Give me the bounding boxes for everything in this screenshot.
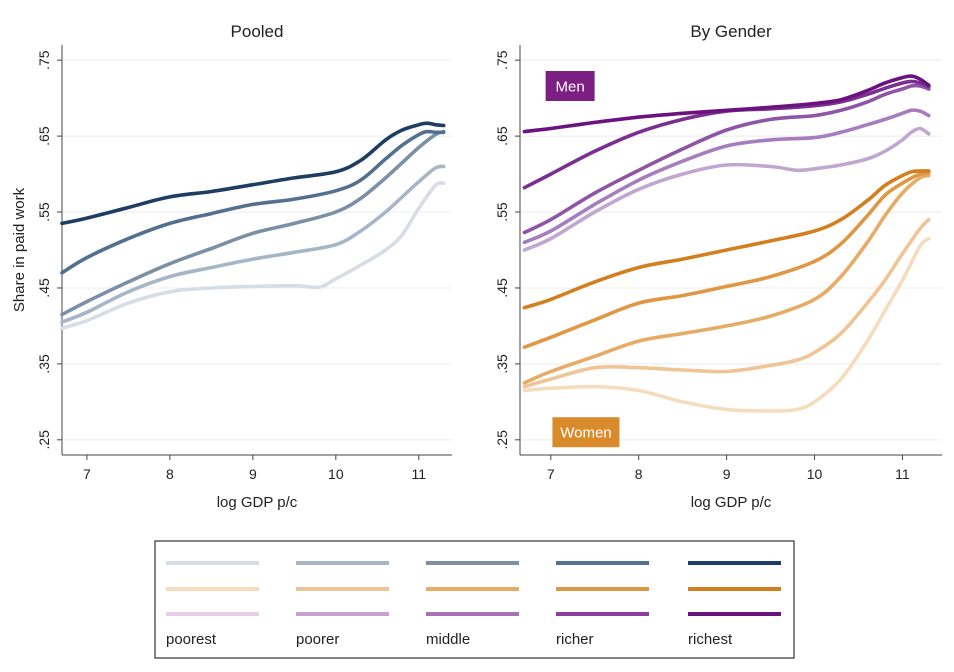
series-line-women-middle	[522, 173, 931, 385]
y-tick-label: .45	[36, 278, 52, 298]
legend-labels: poorest poorer middle richer richest	[166, 631, 733, 648]
series-line-men-richest	[522, 74, 931, 134]
y-tick-label: .55	[494, 202, 510, 222]
y-axis-label-pooled: Share in paid work	[11, 187, 28, 312]
series-group-pooled	[60, 121, 446, 330]
series-line-women-richest	[522, 169, 931, 310]
series-line-men-poorer	[522, 108, 931, 245]
legend-label-poorer: poorer	[296, 631, 339, 648]
y-tick-label: .35	[494, 354, 510, 374]
y-tick-label: .65	[494, 126, 510, 146]
series-line-men-poorest	[522, 126, 931, 252]
series-group-by-gender	[522, 74, 931, 413]
annotation-label-men: Men	[556, 79, 585, 96]
legend: poorest poorer middle richer richest	[154, 540, 795, 659]
y-tick-label: .65	[36, 126, 52, 146]
x-tick-label: 9	[723, 466, 731, 482]
y-tick-label: .75	[36, 50, 52, 70]
x-tick-label: 8	[166, 466, 174, 482]
series-line-poorer	[60, 164, 446, 324]
legend-label-middle: middle	[426, 631, 470, 648]
series-line-poorest	[60, 181, 446, 330]
plot-area-pooled	[62, 45, 452, 455]
series-line-richest	[60, 121, 446, 226]
series-line-men-richer	[522, 79, 931, 190]
y-ticks-pooled: .25 .35 .45 .55 .65 .75	[36, 50, 62, 450]
y-tick-label: .55	[36, 202, 52, 222]
annotations-by-gender: Men Women	[545, 71, 620, 448]
x-tick-label: 9	[249, 466, 257, 482]
x-tick-label: 7	[547, 466, 555, 482]
series-line-women-richer	[522, 170, 931, 349]
x-axis-label-by-gender: log GDP p/c	[691, 494, 772, 511]
y-tick-label: .35	[36, 354, 52, 374]
x-tick-label: 10	[328, 466, 344, 482]
legend-swatches	[166, 561, 781, 616]
panel-pooled: .25 .35 .45 .55 .65 .75 7 8 9 10 11 Pooled log GD…	[11, 22, 452, 511]
x-ticks-pooled: 7 8 9 10 11	[83, 455, 426, 482]
y-tick-label: .25	[494, 430, 510, 450]
x-tick-label: 8	[635, 466, 643, 482]
x-tick-label: 11	[412, 466, 427, 482]
x-axis-label-pooled: log GDP p/c	[217, 494, 298, 511]
series-line-middle	[60, 129, 446, 317]
legend-box	[154, 540, 795, 659]
panel-title-by-gender: By Gender	[690, 22, 772, 41]
panel-by-gender: .25 .35 .45 .55 .65 .75 7 8 9 10 11 Men Women By G…	[494, 22, 942, 511]
y-tick-label: .75	[494, 50, 510, 70]
annotation-badge-men	[545, 71, 595, 101]
series-line-men-middle	[522, 83, 931, 235]
y-tick-label: .25	[36, 430, 52, 450]
y-tick-label: .45	[494, 278, 510, 298]
panel-title-pooled: Pooled	[231, 22, 284, 41]
x-tick-label: 11	[895, 466, 910, 482]
legend-label-richer: richer	[556, 631, 594, 648]
legend-label-richest: richest	[688, 631, 733, 648]
x-tick-label: 10	[807, 466, 823, 482]
y-ticks-by-gender: .25 .35 .45 .55 .65 .75	[494, 50, 520, 450]
x-tick-label: 7	[83, 466, 91, 482]
series-line-women-poorest	[522, 236, 931, 413]
annotation-label-women: Women	[560, 425, 611, 442]
series-line-richer	[60, 129, 446, 275]
series-line-women-poorer	[522, 217, 931, 389]
legend-label-poorest: poorest	[166, 631, 217, 648]
annotation-badge-women	[552, 417, 620, 448]
x-ticks-by-gender: 7 8 9 10 11	[547, 455, 910, 482]
